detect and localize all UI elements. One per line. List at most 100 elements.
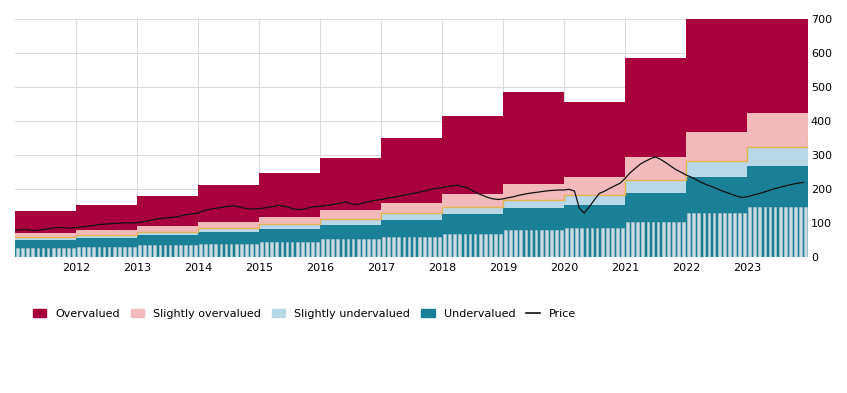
Bar — [36, 248, 39, 257]
Bar — [245, 244, 247, 257]
Bar — [728, 213, 731, 257]
Bar — [174, 245, 176, 257]
Bar — [97, 246, 100, 257]
Bar — [773, 207, 777, 257]
Bar — [199, 244, 202, 257]
Bar — [768, 207, 772, 257]
Bar — [42, 248, 44, 257]
Bar — [280, 242, 283, 257]
Bar — [702, 213, 706, 257]
Bar — [753, 207, 756, 257]
Bar — [631, 222, 634, 257]
Bar — [555, 230, 558, 257]
Bar — [204, 244, 207, 257]
Bar — [758, 207, 761, 257]
Bar — [209, 244, 212, 257]
Bar — [738, 213, 741, 257]
Bar — [692, 213, 695, 257]
Bar — [357, 239, 359, 257]
Bar — [336, 239, 339, 257]
Bar — [153, 245, 156, 257]
Bar — [545, 230, 548, 257]
Bar — [392, 237, 396, 257]
Bar — [291, 242, 293, 257]
Bar — [402, 237, 406, 257]
Bar — [346, 239, 349, 257]
Bar — [778, 207, 782, 257]
Bar — [733, 213, 736, 257]
Bar — [321, 239, 324, 257]
Legend: Overvalued, Slightly overvalued, Slightly undervalued, Undervalued, Price: Overvalued, Slightly overvalued, Slightl… — [29, 304, 580, 323]
Bar — [133, 246, 136, 257]
Bar — [524, 230, 528, 257]
Bar — [763, 207, 767, 257]
Bar — [651, 222, 655, 257]
Bar — [616, 228, 619, 257]
Bar — [169, 245, 171, 257]
Bar — [230, 244, 232, 257]
Bar — [270, 242, 273, 257]
Bar — [717, 213, 721, 257]
Bar — [687, 213, 690, 257]
Bar — [31, 248, 34, 257]
Bar — [433, 237, 436, 257]
Bar — [158, 245, 161, 257]
Bar — [77, 246, 80, 257]
Bar — [26, 248, 29, 257]
Bar — [341, 239, 344, 257]
Bar — [641, 222, 645, 257]
Bar — [560, 230, 563, 257]
Bar — [184, 245, 186, 257]
Bar — [468, 234, 472, 257]
Bar — [21, 248, 24, 257]
Bar — [285, 242, 288, 257]
Bar — [128, 246, 130, 257]
Bar — [514, 230, 518, 257]
Bar — [697, 213, 700, 257]
Bar — [255, 244, 257, 257]
Bar — [585, 228, 589, 257]
Bar — [397, 237, 401, 257]
Bar — [224, 244, 227, 257]
Bar — [621, 228, 624, 257]
Bar — [362, 239, 364, 257]
Bar — [743, 213, 746, 257]
Bar — [489, 234, 492, 257]
Bar — [377, 239, 379, 257]
Bar — [509, 230, 512, 257]
Bar — [189, 245, 191, 257]
Bar — [214, 244, 217, 257]
Bar — [316, 242, 318, 257]
Bar — [550, 230, 553, 257]
Bar — [804, 207, 807, 257]
Bar — [331, 239, 334, 257]
Bar — [458, 234, 462, 257]
Bar — [646, 222, 650, 257]
Bar — [595, 228, 599, 257]
Bar — [606, 228, 609, 257]
Bar — [626, 222, 629, 257]
Bar — [499, 234, 502, 257]
Bar — [656, 222, 660, 257]
Bar — [448, 234, 451, 257]
Bar — [423, 237, 426, 257]
Bar — [428, 237, 431, 257]
Bar — [52, 248, 54, 257]
Bar — [108, 246, 110, 257]
Bar — [250, 244, 252, 257]
Bar — [62, 248, 64, 257]
Bar — [240, 244, 242, 257]
Bar — [636, 222, 639, 257]
Bar — [540, 230, 543, 257]
Bar — [580, 228, 584, 257]
Bar — [418, 237, 421, 257]
Bar — [662, 222, 665, 257]
Bar — [707, 213, 711, 257]
Bar — [179, 245, 181, 257]
Bar — [143, 245, 146, 257]
Bar — [682, 222, 685, 257]
Bar — [102, 246, 105, 257]
Bar — [479, 234, 482, 257]
Bar — [438, 237, 441, 257]
Bar — [504, 230, 507, 257]
